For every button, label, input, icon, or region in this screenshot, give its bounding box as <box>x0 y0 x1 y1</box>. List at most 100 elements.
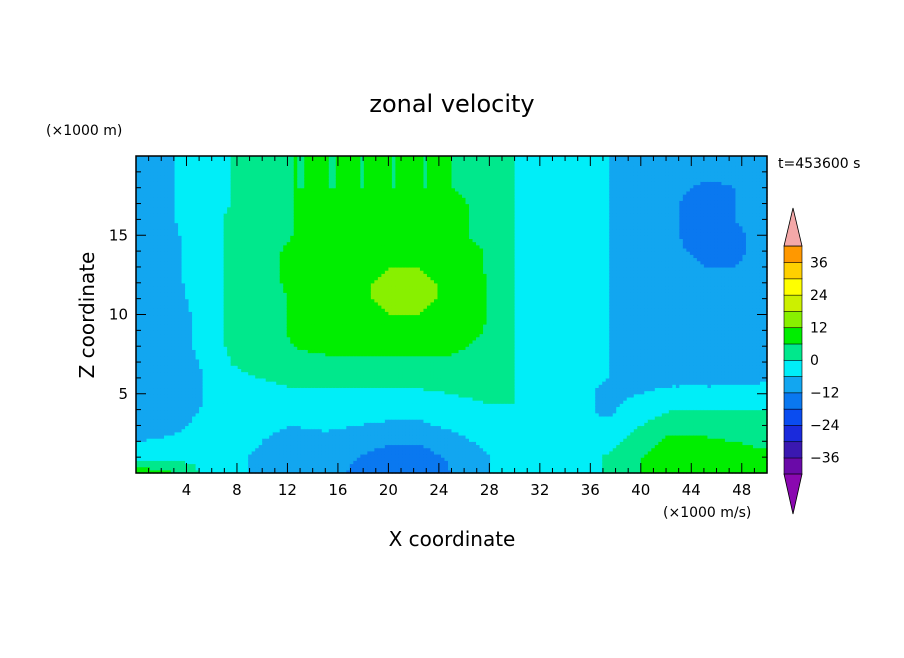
contour-cell <box>150 175 155 179</box>
contour-cell <box>202 460 207 465</box>
contour-cell <box>157 184 162 189</box>
contour-cell <box>185 425 190 430</box>
contour-cell <box>136 469 141 474</box>
contour-cell <box>185 339 190 344</box>
contour-cell <box>150 266 155 271</box>
contour-cell <box>164 441 169 446</box>
contour-cell <box>174 178 179 182</box>
contour-cell <box>185 197 190 201</box>
contour-cell <box>160 304 165 309</box>
contour-cell <box>171 301 176 306</box>
contour-cell <box>185 434 190 439</box>
contour-cell <box>174 463 179 468</box>
contour-cell <box>174 444 179 449</box>
contour-cell <box>178 441 183 446</box>
contour-cell <box>174 156 179 160</box>
contour-cell <box>178 251 183 255</box>
contour-cell <box>178 232 183 236</box>
contour-cell <box>209 165 214 170</box>
contour-cell <box>171 400 176 404</box>
contour-cell <box>185 365 190 369</box>
contour-cell <box>136 209 141 214</box>
contour-cell <box>185 444 190 449</box>
contour-cell <box>174 352 179 357</box>
contour-cell <box>195 257 200 262</box>
contour-cell <box>209 390 214 395</box>
contour-cell <box>178 355 183 360</box>
contour-cell <box>153 374 158 379</box>
contour-cell <box>164 339 169 344</box>
contour-cell <box>174 200 179 205</box>
contour-cell <box>185 460 190 465</box>
contour-cell <box>202 285 207 290</box>
contour-cell <box>164 352 169 357</box>
contour-cell <box>192 219 197 224</box>
contour-cell <box>153 400 158 404</box>
contour-cell <box>206 200 211 205</box>
contour-cell <box>178 317 183 322</box>
contour-cell <box>160 314 165 319</box>
contour-cell <box>174 396 179 401</box>
contour-cell <box>206 175 211 179</box>
contour-cell <box>174 162 179 167</box>
contour-cell <box>167 425 172 430</box>
contour-cell <box>199 216 204 220</box>
contour-cell <box>139 254 144 259</box>
contour-cell <box>202 200 207 205</box>
contour-cell <box>164 200 169 205</box>
contour-cell <box>174 365 179 369</box>
contour-cell <box>164 254 169 259</box>
contour-cell <box>195 219 200 224</box>
contour-cell <box>174 228 179 233</box>
contour-cell <box>167 213 172 217</box>
contour-cell <box>181 317 186 322</box>
contour-cell <box>195 292 200 297</box>
contour-cell <box>206 289 211 293</box>
contour-cell <box>139 213 144 217</box>
contour-cell <box>150 320 155 325</box>
contour-cell <box>192 311 197 316</box>
contour-cell <box>206 206 211 211</box>
contour-cell <box>136 238 141 243</box>
contour-cell <box>139 460 144 465</box>
contour-cell <box>157 263 162 268</box>
contour-cell <box>164 276 169 281</box>
contour-cell <box>143 381 148 385</box>
contour-cell <box>136 444 141 449</box>
contour-cell <box>206 336 211 341</box>
contour-cell <box>181 213 186 217</box>
contour-cell <box>143 209 148 214</box>
contour-cell <box>185 327 190 331</box>
contour-cell <box>171 358 176 363</box>
contour-cell <box>143 425 148 430</box>
contour-cell <box>167 358 172 363</box>
contour-cell <box>199 469 204 474</box>
contour-cell <box>136 428 141 433</box>
contour-cell <box>199 381 204 385</box>
contour-cell <box>160 358 165 363</box>
contour-cell <box>143 222 148 227</box>
contour-cell <box>174 447 179 452</box>
contour-cell <box>209 314 214 319</box>
contour-cell <box>157 320 162 325</box>
contour-cell <box>164 270 169 274</box>
contour-cell <box>209 362 214 366</box>
contour-cell <box>146 203 151 208</box>
contour-cell <box>185 257 190 262</box>
contour-cell <box>192 355 197 360</box>
contour-cell <box>195 365 200 369</box>
contour-cell <box>206 365 211 369</box>
contour-cell <box>185 270 190 274</box>
contour-cell <box>192 266 197 271</box>
contour-cell <box>206 187 211 192</box>
contour-cell <box>150 450 155 455</box>
contour-cell <box>143 415 148 420</box>
contour-cell <box>188 434 193 439</box>
contour-cell <box>188 346 193 350</box>
contour-cell <box>167 419 172 423</box>
contour-cell <box>206 438 211 442</box>
contour-cell <box>164 289 169 293</box>
contour-cell <box>139 184 144 189</box>
contour-cell <box>171 194 176 198</box>
contour-cell <box>164 422 169 427</box>
